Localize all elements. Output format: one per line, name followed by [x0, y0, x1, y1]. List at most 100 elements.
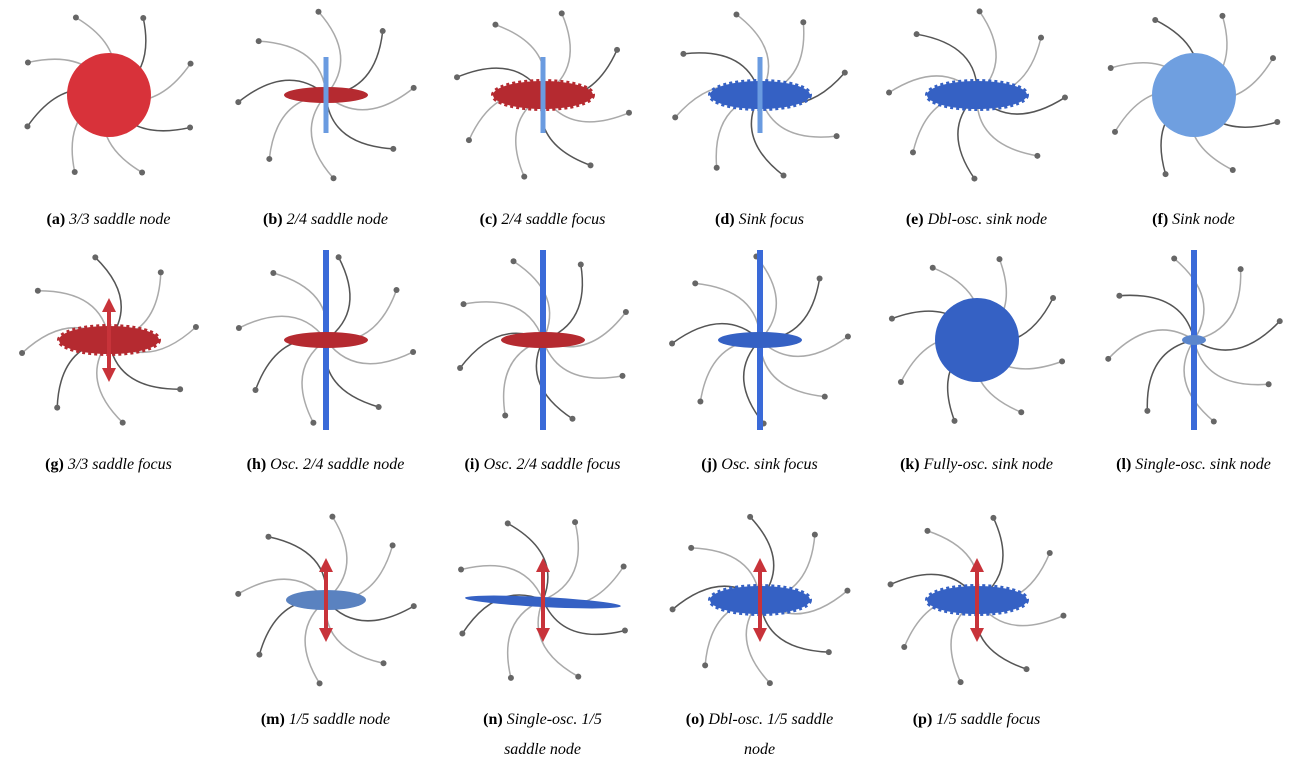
seed-point — [697, 399, 703, 405]
glyph-illustration — [1089, 0, 1299, 195]
seed-point — [379, 28, 385, 34]
trajectory — [1184, 340, 1214, 421]
glyph-illustration — [872, 245, 1082, 440]
sphere — [935, 298, 1019, 382]
seed-point — [235, 591, 241, 597]
seed-point — [1171, 256, 1177, 262]
trajectory — [311, 95, 333, 178]
seed-point — [569, 416, 575, 422]
trajectory — [503, 340, 542, 416]
subfigure-label: (f) — [1152, 211, 1168, 228]
seed-point — [1038, 35, 1044, 41]
glyph-illustration — [438, 490, 648, 695]
subfigure-caption: 3/3 saddle focus — [68, 456, 172, 473]
seed-point — [811, 532, 817, 538]
seed-point — [330, 175, 336, 181]
subfigure: (f) Sink node — [1085, 0, 1302, 235]
glyph-illustration — [438, 245, 648, 440]
seed-point — [672, 114, 678, 120]
seed-point — [187, 125, 193, 131]
caption: (d) Sink focus — [651, 205, 868, 235]
seed-point — [19, 350, 25, 356]
subfigure-label: (p) — [913, 711, 933, 728]
seed-point — [255, 38, 261, 44]
trajectory — [461, 566, 543, 600]
seed-point — [24, 59, 30, 65]
disk — [718, 332, 802, 348]
disk — [501, 332, 585, 348]
subfigure: (n) Single-osc. 1/5 saddle node — [434, 490, 651, 765]
caption: (f) Sink node — [1085, 205, 1302, 235]
trajectory — [325, 340, 379, 407]
seed-point — [780, 173, 786, 179]
subfigure: (o) Dbl-osc. 1/5 saddle node — [651, 490, 868, 765]
glyph-illustration — [872, 490, 1082, 695]
subfigure-label: (g) — [45, 456, 64, 473]
trajectory — [1194, 269, 1241, 340]
trajectory — [543, 522, 578, 600]
subfigure-label: (e) — [906, 211, 924, 228]
seed-point — [577, 261, 583, 267]
caption: (h) Osc. 2/4 saddle node — [217, 450, 434, 480]
seed-point — [139, 169, 145, 175]
subfigure-caption: Osc. 2/4 saddle focus — [484, 456, 621, 473]
seed-point — [389, 542, 395, 548]
seed-point — [1265, 381, 1271, 387]
seed-point — [1276, 318, 1282, 324]
seed-point — [1116, 293, 1122, 299]
sphere — [67, 53, 151, 137]
caption: (c) 2/4 saddle focus — [434, 205, 651, 235]
glyph-illustration — [655, 245, 865, 440]
seed-point — [688, 545, 694, 551]
subfigure-label: (i) — [465, 456, 480, 473]
seed-point — [901, 644, 907, 650]
seed-point — [316, 680, 322, 686]
disk — [927, 81, 1027, 109]
disk — [1182, 335, 1206, 345]
seed-point — [990, 515, 996, 521]
seed-point — [924, 528, 930, 534]
trajectory — [700, 340, 760, 402]
subfigure-label: (b) — [263, 211, 283, 228]
seed-point — [266, 156, 272, 162]
subfigure-label: (k) — [900, 456, 920, 473]
subfigure-label: (l) — [1116, 456, 1131, 473]
trajectory — [326, 31, 383, 95]
subfigure-caption: 1/5 saddle node — [289, 711, 390, 728]
seed-point — [510, 258, 516, 264]
glyph-illustration — [655, 490, 865, 695]
subfigure-caption: Fully-osc. sink node — [924, 456, 1053, 473]
seed-point — [888, 316, 894, 322]
subfigure-caption: Sink node — [1172, 211, 1235, 228]
seed-point — [235, 325, 241, 331]
seed-point — [1237, 266, 1243, 272]
seed-point — [886, 90, 892, 96]
seed-point — [821, 394, 827, 400]
seed-point — [270, 270, 276, 276]
seed-point — [887, 581, 893, 587]
subfigure: (d) Sink focus — [651, 0, 868, 235]
seed-point — [625, 110, 631, 116]
seed-point — [733, 11, 739, 17]
seed-point — [766, 680, 772, 686]
seed-point — [157, 269, 163, 275]
caption: (b) 2/4 saddle node — [217, 205, 434, 235]
trajectory — [326, 517, 347, 600]
seed-point — [1162, 171, 1168, 177]
seed-point — [1229, 167, 1235, 173]
disk — [284, 332, 368, 348]
seed-point — [621, 627, 627, 633]
seed-point — [460, 301, 466, 307]
seed-point — [680, 51, 686, 57]
seed-point — [692, 280, 698, 286]
seed-point — [619, 373, 625, 379]
seed-point — [844, 588, 850, 594]
seed-point — [1059, 358, 1065, 364]
seed-point — [844, 334, 850, 340]
subfigure: (b) 2/4 saddle node — [217, 0, 434, 235]
seed-point — [1270, 55, 1276, 61]
seed-point — [1210, 418, 1216, 424]
subfigure: (k) Fully-osc. sink node — [868, 245, 1085, 480]
seed-point — [841, 70, 847, 76]
seed-point — [1061, 94, 1067, 100]
